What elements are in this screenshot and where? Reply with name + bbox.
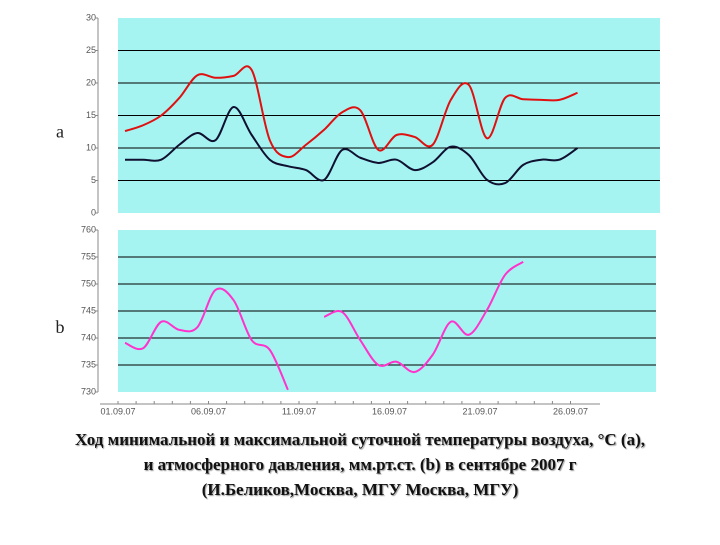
data-line [124,65,578,159]
y-tick-label: 755 [81,251,96,261]
data-line [125,106,579,186]
caption: (И.Беликов,Москва, МГУ Москва, МГУ) [202,480,519,499]
y-tick-label: 0 [91,207,96,217]
y-tick-label: 745 [81,305,96,315]
x-tick-label: 06.09.07 [191,406,226,416]
x-tick-label: 26.09.07 [553,406,588,416]
y-tick-label: 20 [86,77,96,87]
panel-label: b [56,317,65,337]
x-tick-label: 01.09.07 [100,406,135,416]
y-tick-label: 750 [81,278,96,288]
y-tick-label: 735 [81,359,96,369]
y-tick-label: 760 [81,224,96,234]
x-tick-label: 11.09.07 [282,406,316,416]
y-tick-label: 30 [86,12,96,22]
y-tick-label: 15 [86,110,96,120]
data-line [323,261,524,374]
y-tick-label: 730 [81,386,96,396]
y-tick-label: 10 [86,142,96,152]
data-line [124,287,289,391]
caption: Ход минимальной и максимальной суточной … [75,430,645,449]
y-tick-label: 5 [91,175,96,185]
y-tick-label: 25 [86,45,96,55]
y-tick-label: 740 [81,332,96,342]
caption: и атмосферного давления, мм.рт.ст. (b) в… [144,455,577,474]
panel-label: a [56,122,64,142]
x-tick-label: 21.09.07 [462,406,497,416]
x-tick-label: 16.09.07 [372,406,407,416]
